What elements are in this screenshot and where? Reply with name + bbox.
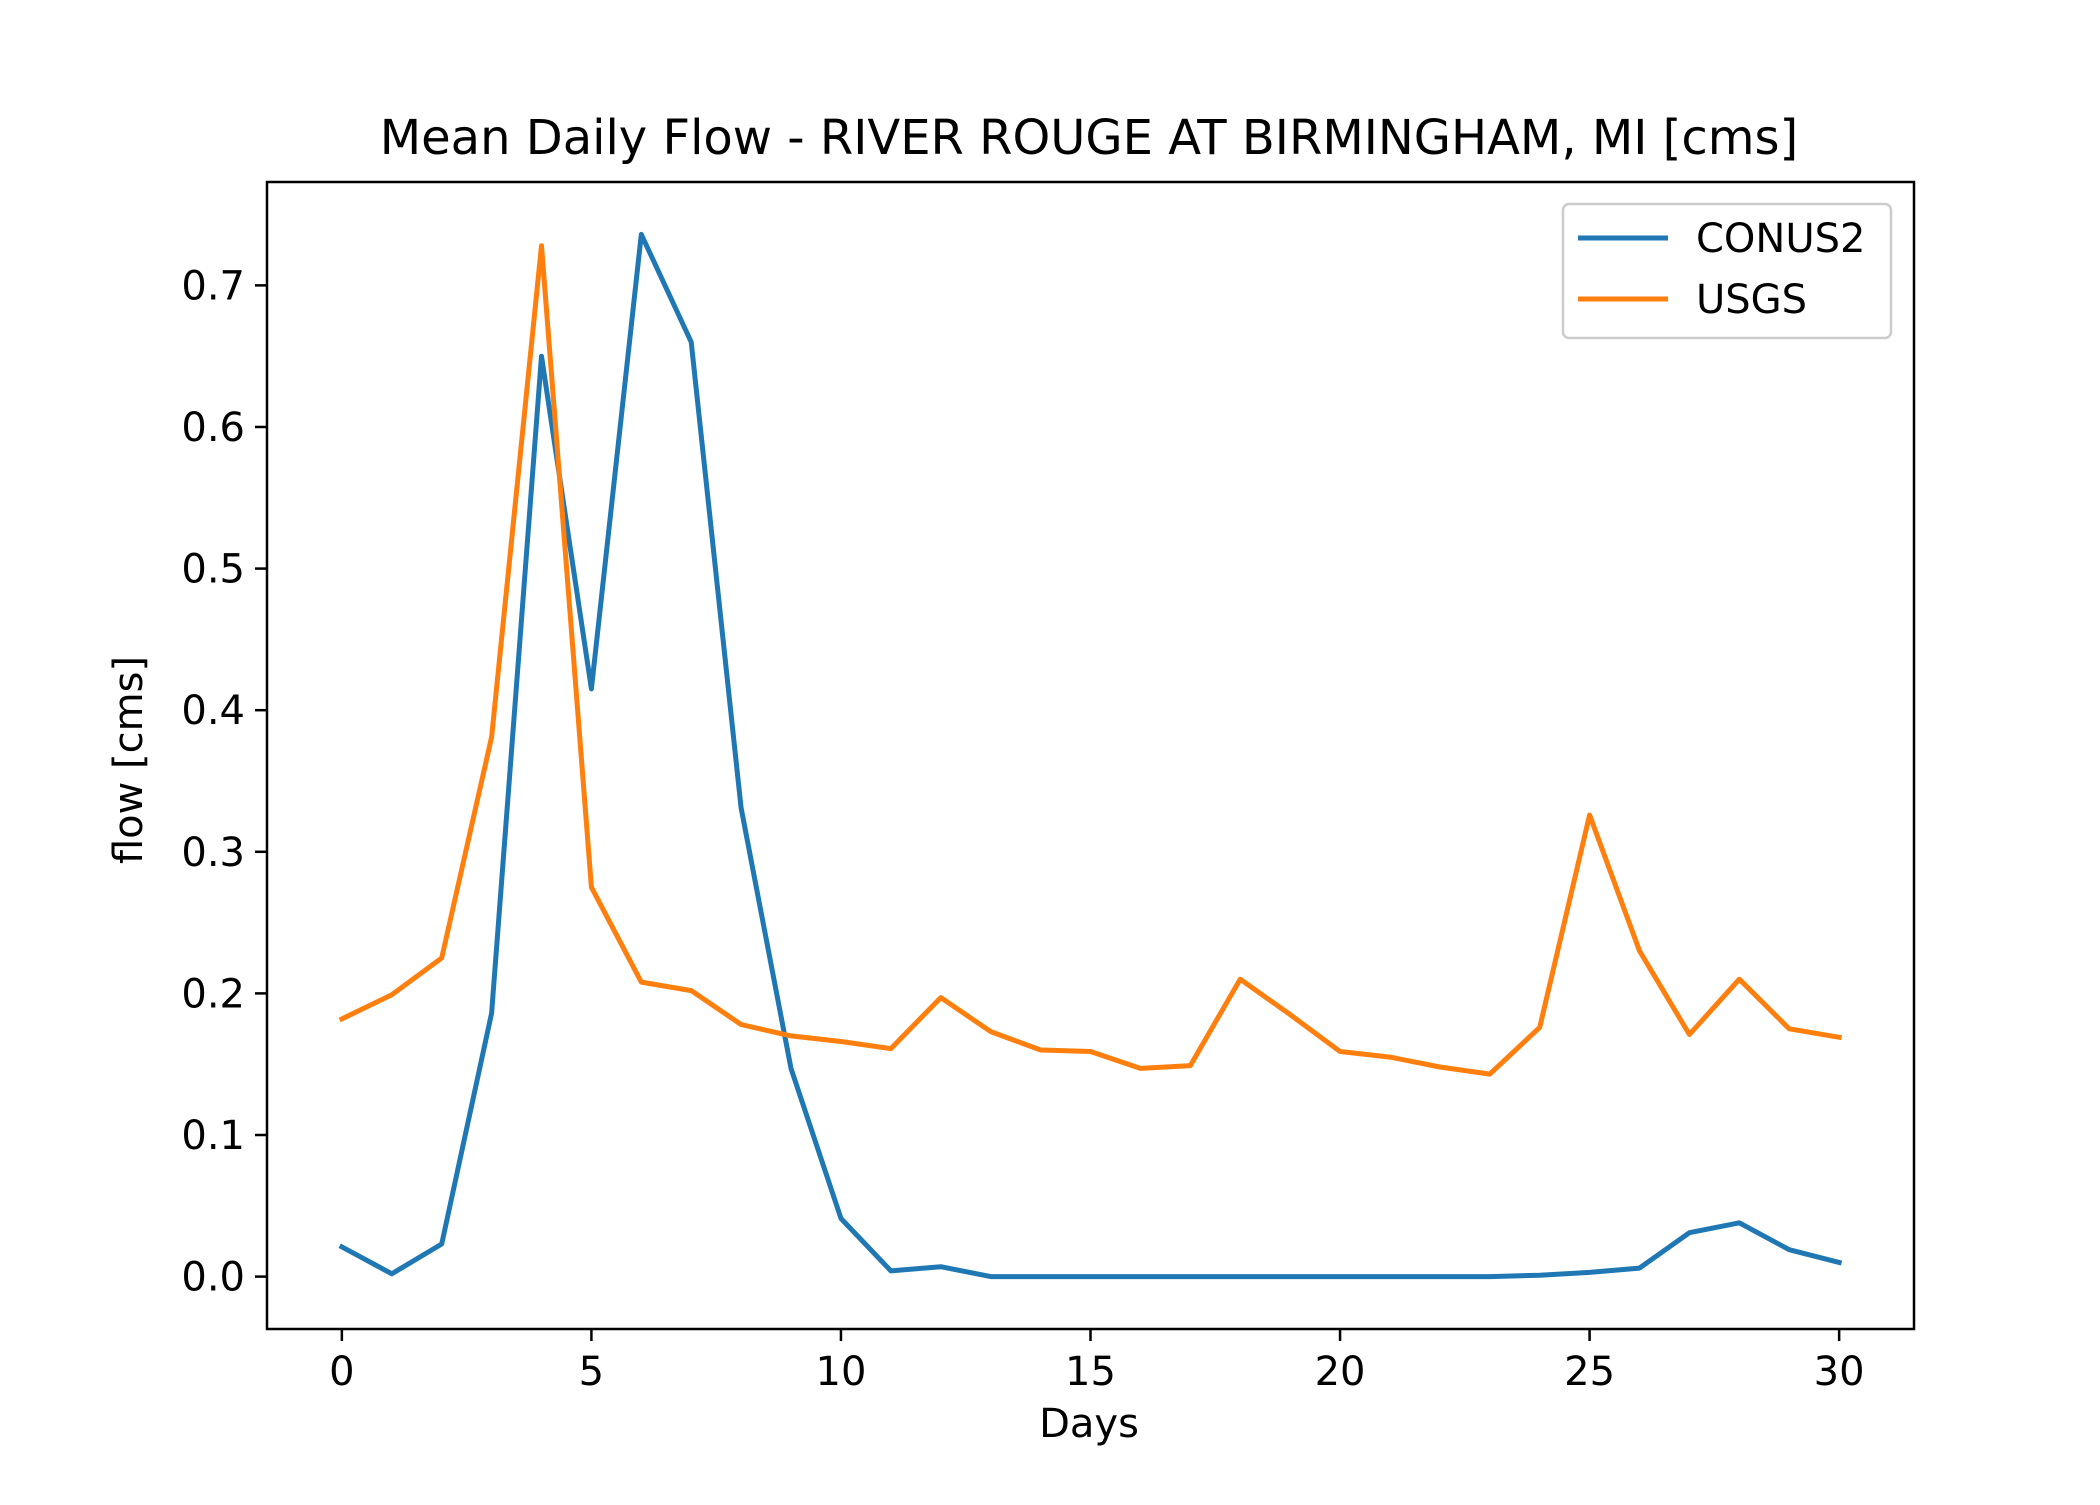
plot-area [338, 231, 1843, 1280]
x-tick-label: 30 [1814, 1349, 1865, 1395]
y-tick-label: 0.7 [181, 263, 245, 309]
x-tick-label: 5 [579, 1349, 604, 1395]
legend-label-conus2: CONUS2 [1696, 216, 1865, 262]
x-axis-label: Days [1039, 1401, 1139, 1447]
y-tick-label: 0.4 [181, 688, 245, 734]
y-tick-label: 0.5 [181, 547, 245, 593]
x-tick-label: 25 [1564, 1349, 1615, 1395]
y-tick-label: 0.6 [181, 405, 245, 451]
x-tick-label: 10 [816, 1349, 867, 1395]
y-tick-label: 0.3 [181, 830, 245, 876]
chart-title: Mean Daily Flow - RIVER ROUGE AT BIRMING… [380, 110, 1799, 166]
x-tick-label: 15 [1065, 1349, 1116, 1395]
series-line-usgs [338, 243, 1842, 1077]
legend-label-usgs: USGS [1696, 277, 1807, 323]
y-axis-label: flow [cms] [106, 656, 152, 864]
y-tick-label: 0.0 [181, 1255, 245, 1301]
legend: CONUS2 USGS [1561, 202, 1893, 340]
axes: 0 5 10 15 20 25 30 0.0 0.1 0.2 0.3 0.4 0.5 0.6 0.7 [181, 180, 1916, 1395]
series-line-conus2 [338, 231, 1843, 1280]
x-tick-label: 20 [1315, 1349, 1366, 1395]
x-tick-label: 0 [329, 1349, 354, 1395]
y-tick-label: 0.1 [181, 1113, 245, 1159]
y-tick-label: 0.2 [181, 971, 245, 1017]
